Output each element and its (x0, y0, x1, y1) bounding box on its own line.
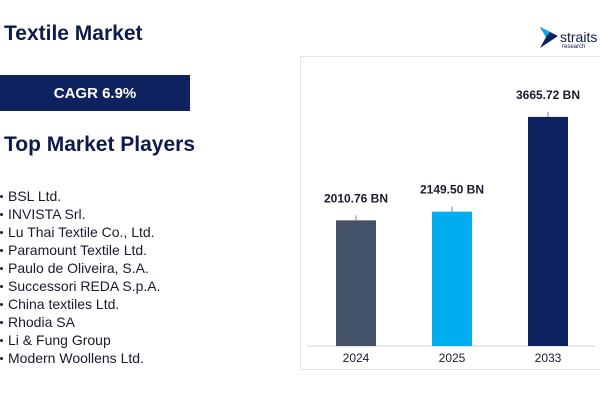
list-item: Modern Woollens Ltd. (0, 349, 161, 367)
player-name: Modern Woollens Ltd. (8, 350, 144, 366)
chart-panel: 2010.76 BN 2024 2149.50 BN 2025 3665.72 BN 20… (300, 56, 600, 370)
tick-label-2024: 2024 (343, 351, 370, 365)
logo-mark-icon (540, 27, 558, 48)
bullet-icon (0, 231, 3, 234)
bullet-icon (0, 195, 3, 198)
list-item: Rhodia SA (0, 313, 161, 331)
players-heading: Top Market Players (4, 133, 196, 156)
list-item: BSL Ltd. (0, 187, 161, 205)
player-name: Lu Thai Textile Co., Ltd. (8, 224, 155, 240)
logo-tagline: research (562, 44, 586, 50)
list-item: Lu Thai Textile Co., Ltd. (0, 223, 161, 241)
player-name: China textiles Ltd. (8, 296, 120, 312)
brand-logo: straits research (538, 24, 600, 54)
cagr-label: CAGR 6.9% (53, 84, 137, 102)
bullet-icon (0, 339, 3, 342)
logo-name: straits (560, 29, 598, 45)
list-item: INVISTA Srl. (0, 205, 161, 223)
bullet-icon (0, 357, 3, 360)
data-label-2024: 2010.76 BN (324, 191, 388, 205)
player-name: Paramount Textile Ltd. (8, 242, 148, 258)
bar-2033 (528, 116, 568, 346)
player-name: Rhodia SA (8, 314, 75, 330)
bullet-icon (0, 303, 3, 306)
bar-chart: 2010.76 BN 2024 2149.50 BN 2025 3665.72 BN 20… (307, 88, 595, 365)
bar-2025 (432, 211, 472, 346)
bullet-icon (0, 213, 3, 216)
players-list: BSL Ltd. INVISTA Srl. Lu Thai Textile Co… (0, 187, 161, 367)
list-item: China textiles Ltd. (0, 295, 161, 313)
tick-label-2025: 2025 (439, 351, 466, 365)
cagr-banner: CAGR 6.9% (0, 75, 190, 111)
bullet-icon (0, 249, 3, 252)
list-item: Li & Fung Group (0, 331, 161, 349)
list-item: Paramount Textile Ltd. (0, 241, 161, 259)
player-name: INVISTA Srl. (8, 206, 86, 222)
player-name: Paulo de Oliveira, S.A. (8, 260, 149, 276)
bullet-icon (0, 285, 3, 288)
bullet-icon (0, 321, 3, 324)
tick-label-2033: 2033 (535, 351, 562, 365)
bullet-icon (0, 267, 3, 270)
bar-2024 (336, 220, 376, 346)
player-name: BSL Ltd. (8, 188, 62, 204)
list-item: Successori REDA S.p.A. (0, 277, 161, 295)
list-item: Paulo de Oliveira, S.A. (0, 259, 161, 277)
player-name: Successori REDA S.p.A. (8, 278, 161, 294)
data-label-2025: 2149.50 BN (420, 183, 484, 197)
page-title: Textile Market (4, 22, 143, 45)
data-label-2033: 3665.72 BN (516, 88, 580, 102)
player-name: Li & Fung Group (8, 332, 111, 348)
